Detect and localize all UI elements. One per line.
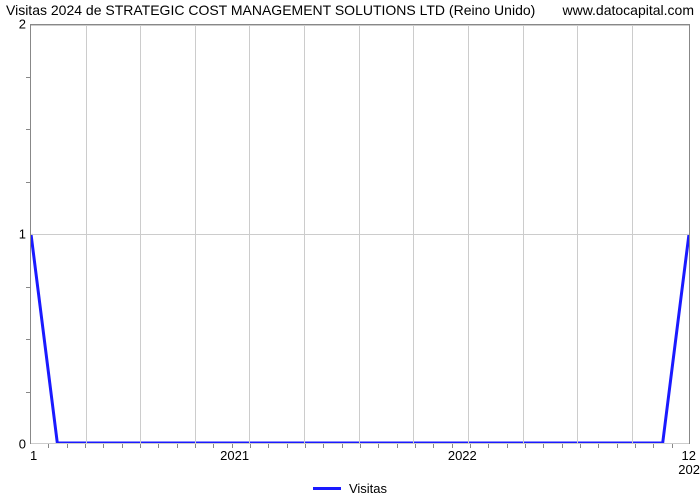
x-minor-tick [507, 444, 508, 448]
source-label: www.datocapital.com [562, 2, 694, 18]
x-minor-tick [48, 444, 49, 448]
y-minor-tick [26, 77, 30, 78]
x-minor-tick [433, 444, 434, 448]
x-minor-tick [122, 444, 123, 448]
plot-area [30, 24, 690, 444]
x-start-label: 1 [30, 448, 37, 463]
gridline-v [359, 25, 360, 443]
x-minor-tick [323, 444, 324, 448]
x-tick-label: 2021 [220, 448, 249, 463]
y-tick-label: 1 [19, 227, 26, 242]
gridline-v [304, 25, 305, 443]
gridline-v [523, 25, 524, 443]
x-minor-tick [305, 444, 306, 448]
x-minor-tick [103, 444, 104, 448]
x-minor-tick [268, 444, 269, 448]
x-minor-tick [250, 444, 251, 448]
x-minor-tick [397, 444, 398, 448]
y-minor-tick [26, 339, 30, 340]
gridline-v [86, 25, 87, 443]
chart-container: Visitas 2024 de STRATEGIC COST MANAGEMEN… [0, 0, 700, 500]
x-minor-tick [580, 444, 581, 448]
legend-label: Visitas [349, 481, 387, 496]
chart-title: Visitas 2024 de STRATEGIC COST MANAGEMEN… [6, 2, 535, 18]
x-end-bottom-label: 202 [678, 462, 700, 477]
x-minor-tick [360, 444, 361, 448]
gridline-v [140, 25, 141, 443]
x-minor-tick [415, 444, 416, 448]
x-minor-tick [543, 444, 544, 448]
x-minor-tick [562, 444, 563, 448]
x-minor-tick [177, 444, 178, 448]
gridline-v [468, 25, 469, 443]
x-minor-tick [67, 444, 68, 448]
x-minor-tick [378, 444, 379, 448]
y-minor-tick [26, 392, 30, 393]
x-minor-tick [195, 444, 196, 448]
gridline-v [195, 25, 196, 443]
gridline-v [577, 25, 578, 443]
x-minor-tick [213, 444, 214, 448]
x-minor-tick [635, 444, 636, 448]
gridline-h [31, 234, 689, 235]
x-minor-tick [653, 444, 654, 448]
y-minor-tick [26, 182, 30, 183]
y-minor-tick [26, 129, 30, 130]
x-end-top-label: 12 [682, 448, 696, 463]
x-minor-tick [672, 444, 673, 448]
x-minor-tick [342, 444, 343, 448]
gridline-v [413, 25, 414, 443]
y-tick-label: 2 [19, 17, 26, 32]
x-minor-tick [525, 444, 526, 448]
y-minor-tick [26, 287, 30, 288]
gridline-v [249, 25, 250, 443]
x-minor-tick [617, 444, 618, 448]
y-tick-label: 0 [19, 437, 26, 452]
x-minor-tick [287, 444, 288, 448]
gridline-h [31, 25, 689, 26]
x-minor-tick [598, 444, 599, 448]
x-minor-tick [140, 444, 141, 448]
legend: Visitas [0, 481, 700, 496]
legend-swatch [313, 487, 341, 490]
x-minor-tick [488, 444, 489, 448]
x-tick-label: 2022 [448, 448, 477, 463]
gridline-v [632, 25, 633, 443]
x-minor-tick [85, 444, 86, 448]
x-minor-tick [158, 444, 159, 448]
